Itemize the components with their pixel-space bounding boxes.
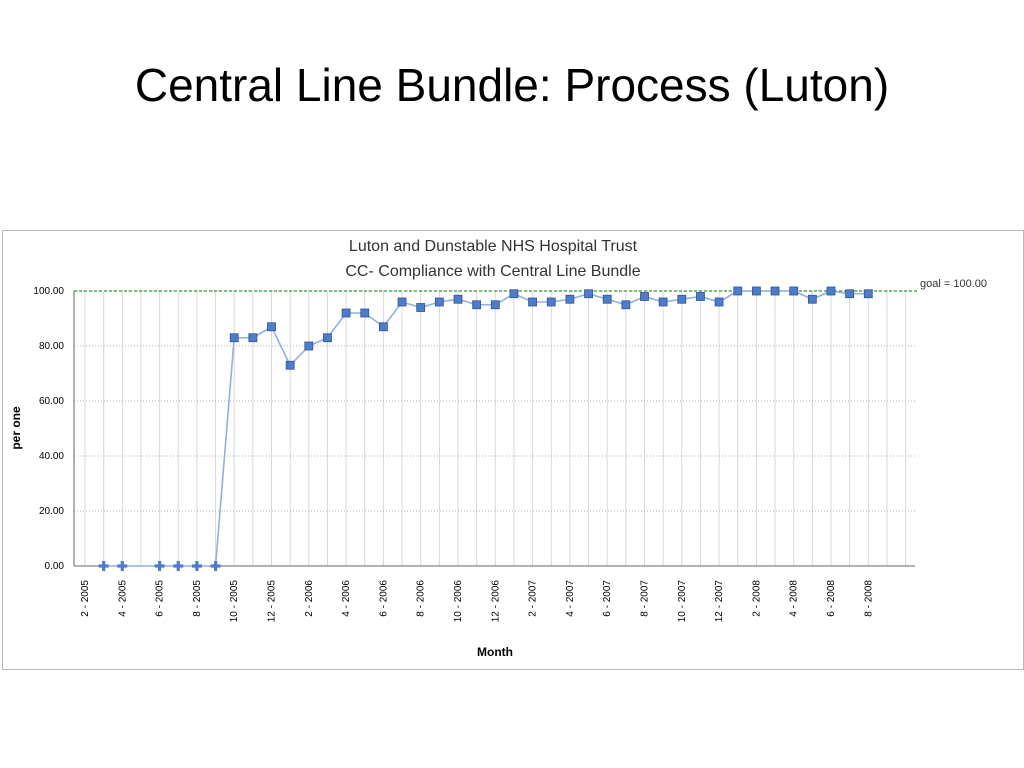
chart-title-line-2: CC- Compliance with Central Line Bundle	[345, 263, 640, 280]
x-tick-label: 12 - 2007	[714, 580, 725, 623]
x-tick-label: 4 - 2005	[117, 580, 128, 617]
x-tick-label: 6 - 2008	[826, 580, 837, 617]
data-point-marker	[397, 297, 407, 307]
goal-label: goal = 100.00	[920, 278, 987, 290]
y-tick-label: 60.00	[39, 396, 64, 407]
data-point-marker	[677, 294, 687, 304]
data-point-marker	[584, 289, 593, 299]
data-point-marker	[229, 333, 239, 343]
data-point-marker	[640, 292, 649, 301]
x-tick-label: 6 - 2006	[378, 580, 389, 617]
y-tick-label: 20.00	[39, 506, 64, 517]
data-point-marker	[191, 561, 202, 571]
x-tick-label: 6 - 2005	[155, 580, 166, 617]
data-point-marker	[565, 294, 575, 304]
axes: 0.00 20.00 40.00 60.00 80.00 100.00 2 - 2005 4 …	[33, 286, 915, 622]
data-point-marker	[807, 294, 817, 304]
plus-marker	[191, 561, 202, 571]
y-tick-label: 80.00	[39, 341, 64, 352]
data-point-marker	[490, 300, 500, 310]
series-group	[98, 286, 873, 571]
plus-marker	[154, 561, 165, 571]
data-point-marker	[714, 297, 724, 307]
data-point-marker	[789, 286, 799, 296]
data-point-marker	[341, 308, 351, 318]
x-tick-label: 2 - 2005	[80, 580, 91, 617]
chart-title-line-1: Luton and Dunstable NHS Hospital Trust	[349, 238, 638, 255]
data-point-marker	[173, 561, 184, 571]
data-point-marker	[323, 333, 332, 343]
data-point-marker	[863, 289, 873, 299]
data-point-marker	[696, 292, 705, 301]
data-point-marker	[304, 341, 314, 351]
slide-title: Central Line Bundle: Process (Luton)	[134, 59, 890, 111]
data-point-marker	[509, 289, 519, 299]
data-point-marker	[154, 561, 165, 571]
data-point-marker	[434, 297, 444, 307]
data-point-marker	[752, 286, 761, 296]
x-tick-label: 12 - 2006	[490, 580, 501, 623]
plus-marker	[210, 561, 221, 571]
x-tick-label: 2 - 2008	[751, 580, 762, 617]
line-chart: Luton and Dunstable NHS Hospital Trust C…	[9, 238, 987, 659]
data-point-marker	[845, 289, 855, 299]
data-point-marker	[528, 297, 537, 307]
data-point-marker	[98, 561, 109, 571]
y-tick-label: 40.00	[39, 451, 64, 462]
x-tick-label: 4 - 2006	[341, 580, 352, 617]
chart-frame: Luton and Dunstable NHS Hospital Trust C…	[2, 230, 1024, 670]
data-point-marker	[285, 360, 295, 370]
data-point-marker	[472, 300, 482, 310]
x-tick-label: 4 - 2007	[565, 580, 576, 617]
plus-marker	[98, 561, 109, 571]
x-tick-label: 10 - 2007	[677, 580, 688, 623]
grid	[74, 290, 915, 567]
data-point-marker	[453, 294, 463, 304]
data-point-marker	[546, 297, 556, 307]
plus-marker	[117, 561, 128, 571]
x-tick-label: 6 - 2007	[602, 580, 613, 617]
y-tick-label: 100.00	[33, 286, 64, 297]
data-point-marker	[248, 333, 258, 343]
data-point-marker	[826, 286, 836, 296]
data-point-marker	[360, 308, 370, 318]
x-tick-label: 2 - 2007	[528, 580, 539, 617]
data-point-marker	[267, 322, 276, 332]
x-tick-label: 8 - 2007	[640, 580, 651, 617]
x-tick-label: 4 - 2008	[789, 580, 800, 617]
data-point-marker	[117, 561, 128, 571]
data-point-marker	[733, 286, 743, 296]
data-point-marker	[621, 300, 631, 310]
y-axis-label: per one	[9, 406, 23, 450]
x-axis-label: Month	[477, 645, 513, 659]
data-point-marker	[658, 297, 668, 307]
plus-marker	[173, 561, 184, 571]
series-line	[103, 290, 869, 567]
data-point-marker	[210, 561, 221, 571]
x-tick-label: 8 - 2005	[192, 580, 203, 617]
x-tick-label: 12 - 2005	[267, 580, 278, 623]
x-tick-label: 10 - 2005	[229, 580, 240, 623]
data-point-marker	[602, 294, 612, 304]
data-point-marker	[770, 286, 780, 296]
y-tick-label: 0.00	[45, 561, 65, 572]
x-tick-label: 8 - 2006	[416, 580, 427, 617]
data-point-marker	[416, 303, 426, 312]
x-tick-label: 10 - 2006	[453, 580, 464, 623]
data-point-marker	[378, 322, 388, 332]
x-tick-label: 8 - 2008	[863, 580, 874, 617]
x-tick-label: 2 - 2006	[304, 580, 315, 617]
